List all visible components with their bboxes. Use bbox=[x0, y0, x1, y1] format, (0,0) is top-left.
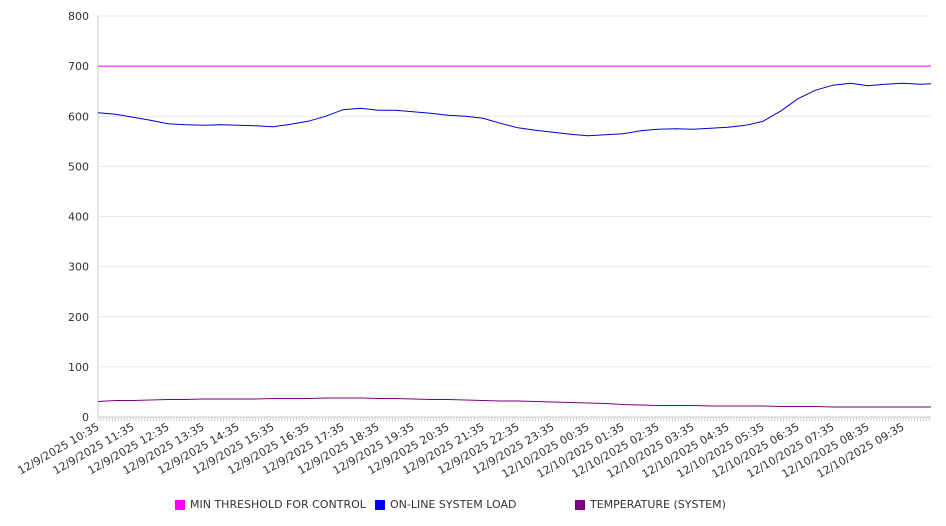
series-line-on-line-system-load bbox=[97, 82, 932, 137]
legend-label: TEMPERATURE (SYSTEM) bbox=[590, 498, 726, 511]
legend-item-threshold[interactable]: MIN THRESHOLD FOR CONTROL bbox=[175, 498, 366, 511]
y-tick-label: 500 bbox=[68, 160, 89, 173]
y-tick-label: 600 bbox=[68, 110, 89, 123]
y-tick-label: 400 bbox=[68, 211, 89, 224]
legend: MIN THRESHOLD FOR CONTROL ON-LINE SYSTEM… bbox=[0, 498, 946, 514]
y-tick-label: 100 bbox=[68, 361, 89, 374]
y-tick-label: 700 bbox=[68, 60, 89, 73]
y-tick-label: 0 bbox=[82, 411, 89, 424]
grid-lines bbox=[98, 15, 931, 368]
y-tick-label: 300 bbox=[68, 261, 89, 274]
legend-swatch-load bbox=[375, 499, 385, 510]
legend-item-temperature[interactable]: TEMPERATURE (SYSTEM) bbox=[575, 498, 726, 511]
legend-label: ON-LINE SYSTEM LOAD bbox=[390, 498, 517, 511]
legend-swatch-threshold bbox=[175, 499, 185, 510]
legend-item-load[interactable]: ON-LINE SYSTEM LOAD bbox=[375, 498, 516, 511]
legend-swatch-temperature bbox=[575, 499, 585, 510]
legend-label: MIN THRESHOLD FOR CONTROL bbox=[190, 498, 366, 511]
y-tick-label: 800 bbox=[68, 10, 89, 23]
y-tick-label: 200 bbox=[68, 311, 89, 324]
series-line-temperature-system bbox=[97, 397, 931, 408]
y-axis: 0 100 200 300 400 500 600 700 800 bbox=[68, 10, 99, 424]
series-lines bbox=[97, 65, 932, 408]
